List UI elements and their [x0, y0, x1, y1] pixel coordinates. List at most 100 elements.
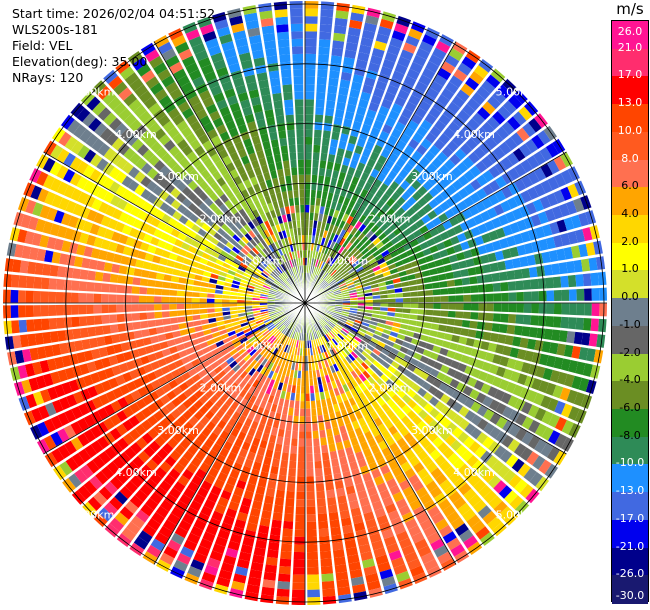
radar-gate: [432, 309, 441, 317]
radar-gate: [379, 66, 393, 77]
radar-gate: [139, 287, 148, 295]
radar-gate: [489, 426, 502, 440]
radar-gate: [368, 587, 384, 598]
radar-gate: [490, 131, 504, 145]
radar-gate: [266, 549, 279, 559]
radar-gate: [337, 246, 345, 254]
radar-gate: [332, 372, 339, 381]
radar-gate: [405, 378, 415, 388]
radar-gate: [343, 347, 351, 356]
radar-gate: [348, 343, 356, 351]
radar-gate: [321, 444, 329, 453]
radar-gate: [337, 265, 344, 273]
radar-gate: [357, 305, 366, 309]
radar-gate: [441, 145, 454, 158]
radar-gate: [467, 151, 480, 164]
radar-gate: [318, 269, 324, 277]
radar-gate: [297, 159, 304, 168]
radar-gate: [461, 123, 475, 137]
radar-gate: [375, 137, 386, 148]
radar-gate: [479, 210, 491, 222]
radar-gate: [370, 410, 379, 421]
radar-gate: [297, 461, 305, 470]
radar-gate: [506, 196, 518, 210]
radar-gate: [501, 121, 515, 136]
colorbar-band: [612, 215, 648, 244]
radar-gate: [368, 461, 379, 472]
radar-gate: [471, 112, 486, 126]
radar-gate: [367, 211, 376, 221]
radar-gate: [316, 243, 321, 252]
colorbar-band: [612, 436, 648, 466]
radar-gate: [491, 217, 502, 229]
radar-gate: [323, 315, 331, 321]
radar-gate: [546, 446, 560, 462]
radar-gate: [350, 246, 358, 255]
radar-gate: [335, 101, 346, 111]
radar-gate: [307, 582, 320, 590]
radar-gate: [582, 362, 593, 377]
ray-gap: [304, 302, 443, 573]
radar-gate: [350, 507, 362, 517]
radar-gate: [315, 99, 325, 108]
radar-gate: [348, 199, 356, 209]
radar-gate: [482, 436, 495, 449]
radar-gate: [330, 55, 342, 65]
radar-gate: [295, 514, 305, 522]
radar-gate: [554, 400, 566, 415]
radar-gate: [10, 305, 19, 319]
radar-gate: [315, 276, 320, 284]
radar-gate: [310, 182, 317, 191]
radar-gate: [521, 325, 531, 337]
radar-gate: [544, 208, 556, 222]
radar-gate: [388, 335, 397, 343]
radar-gate: [558, 261, 568, 275]
radar-gate: [346, 364, 354, 373]
colorbar-band: [612, 187, 648, 216]
radar-gate: [422, 191, 434, 203]
radar-gate: [340, 329, 348, 336]
radar-gate: [406, 492, 419, 504]
radar-gate: [290, 23, 303, 32]
radar-gate: [369, 532, 382, 544]
radar-gate: [338, 351, 345, 360]
radar-gate: [42, 263, 52, 277]
radar-gate: [433, 295, 441, 302]
radar-gate: [344, 336, 352, 344]
radar-gate: [340, 463, 350, 473]
radar-gate: [352, 338, 360, 346]
radar-gate: [415, 377, 426, 387]
radar-gate: [522, 279, 532, 290]
radar-gate: [400, 359, 410, 368]
radar-gate: [352, 444, 362, 454]
radar-gate: [375, 554, 389, 565]
ring-label: 5.00km: [496, 86, 538, 99]
radar-gate: [504, 489, 519, 505]
radar-gate: [344, 276, 352, 283]
radar-gate: [345, 355, 353, 364]
radar-gate: [418, 100, 431, 113]
radar-gate: [367, 133, 378, 144]
radar-gate: [508, 291, 517, 302]
radar-gate: [348, 19, 363, 30]
radar-gate: [439, 524, 453, 538]
radar-gate: [384, 240, 394, 249]
radar-gate: [533, 183, 546, 197]
radar-gate: [475, 330, 484, 340]
radar-gate: [333, 209, 340, 219]
radar-gate: [556, 219, 567, 233]
radar-gate: [337, 320, 346, 326]
ray-gap: [304, 100, 530, 304]
radar-gate: [327, 85, 338, 94]
radar-gate: [333, 261, 340, 270]
radar-gate: [517, 462, 531, 478]
radar-gate: [101, 304, 109, 314]
radar-gate: [414, 81, 428, 93]
radar-gate: [484, 136, 498, 150]
radar-gate: [477, 418, 489, 431]
radar-gate: [312, 250, 316, 259]
radar-gate: [567, 230, 578, 245]
radar-gate: [357, 401, 366, 411]
radar-gate: [355, 333, 364, 340]
radar-gate: [409, 314, 418, 320]
